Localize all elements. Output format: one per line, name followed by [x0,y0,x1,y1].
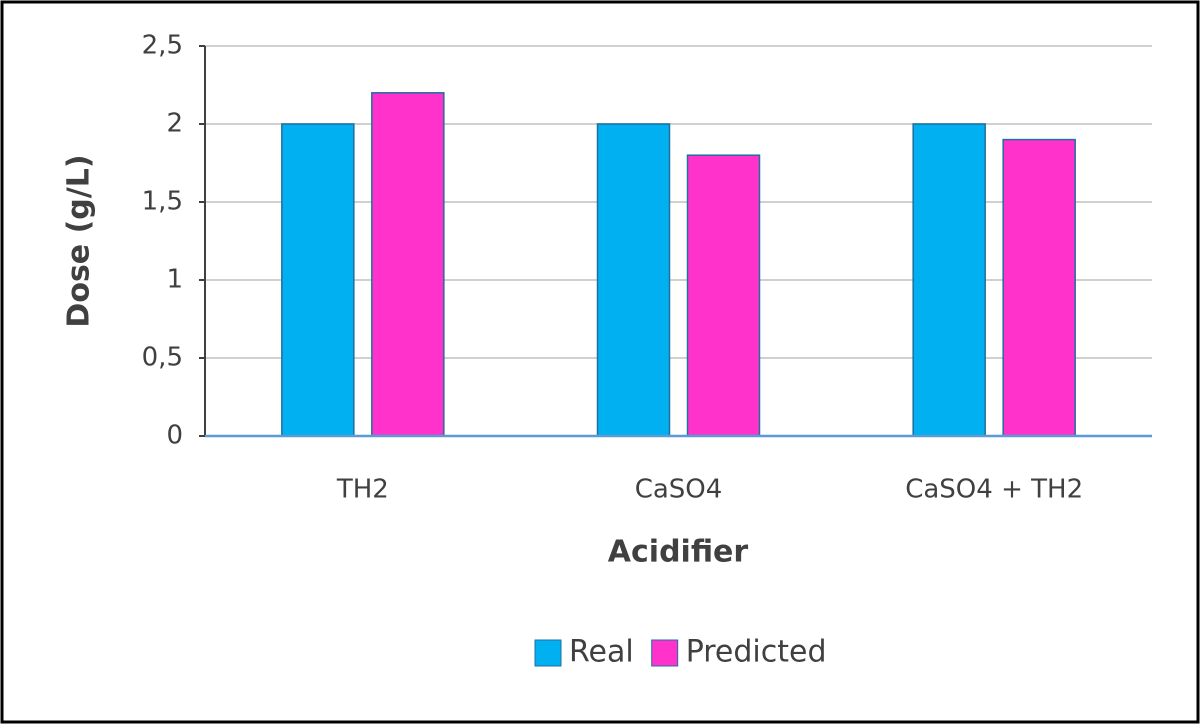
y-tick-label: 2 [166,109,183,139]
bar [371,92,445,437]
x-tick-label: CaSO4 + TH2 [905,475,1083,505]
bar [281,123,355,437]
bar [912,123,986,437]
x-tick-label: CaSO4 [635,475,723,505]
y-axis-title: Dose (g/L) [62,154,97,327]
x-tick-label: TH2 [336,475,389,505]
legend-swatch [534,639,562,667]
y-tick-label: 1 [166,265,183,295]
legend-swatch [651,639,679,667]
bar [686,154,761,437]
legend-label: Predicted [686,635,827,670]
y-tick-label: 0,5 [142,343,183,373]
y-tick-label: 2,5 [142,31,183,61]
bar [1002,138,1076,437]
y-tick-label: 0 [166,421,183,451]
x-axis-title: Acidifier [608,535,749,570]
legend-label: Real [569,635,634,670]
y-tick-label: 1,5 [142,187,183,217]
bar [596,123,671,437]
